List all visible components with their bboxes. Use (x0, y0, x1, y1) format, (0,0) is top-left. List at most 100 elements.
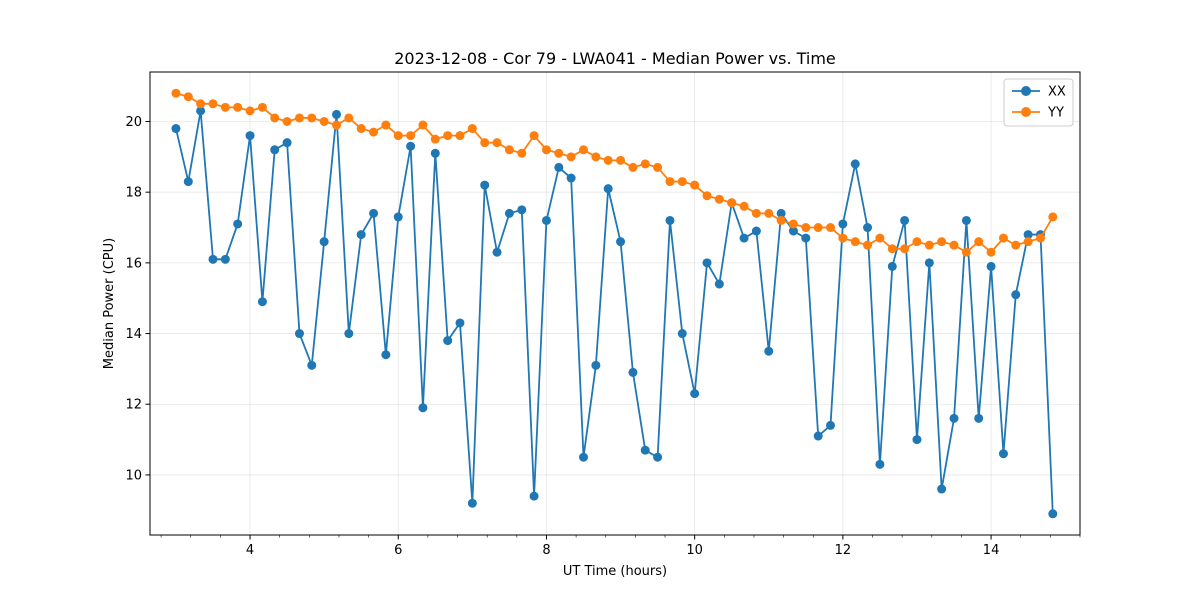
data-point-yy (714, 194, 724, 204)
data-point-xx (307, 360, 317, 370)
data-point-xx (603, 184, 613, 194)
data-point-xx (887, 261, 897, 271)
data-point-xx (1023, 230, 1033, 240)
data-point-yy (677, 177, 687, 187)
data-point-xx (751, 226, 761, 236)
data-point-yy (690, 180, 700, 190)
data-point-yy (801, 223, 811, 233)
legend-marker-yy (1021, 107, 1031, 117)
data-point-xx (776, 208, 786, 218)
data-point-yy (603, 155, 613, 165)
data-point-xx (739, 233, 749, 243)
y-tick-label: 10 (125, 468, 142, 483)
data-point-yy (319, 116, 329, 126)
data-point-yy (653, 162, 663, 172)
data-point-yy (467, 124, 477, 134)
data-point-xx (900, 215, 910, 225)
data-point-xx (344, 329, 354, 339)
data-point-yy (961, 247, 971, 257)
data-point-xx (369, 208, 379, 218)
data-point-yy (171, 88, 181, 98)
data-point-yy (443, 131, 453, 141)
data-point-yy (813, 223, 823, 233)
x-axis-title: UT Time (hours) (563, 564, 667, 579)
data-point-xx (591, 360, 601, 370)
data-point-yy (566, 152, 576, 162)
data-point-xx (541, 215, 551, 225)
data-point-xx (949, 413, 959, 423)
data-point-yy (665, 177, 675, 187)
data-point-xx (788, 226, 798, 236)
data-point-xx (443, 336, 453, 346)
y-tick-label: 18 (125, 186, 142, 201)
data-point-yy (937, 237, 947, 247)
data-point-yy (875, 233, 885, 243)
data-point-yy (270, 113, 280, 123)
data-point-xx (961, 215, 971, 225)
data-point-yy (616, 155, 626, 165)
data-point-yy (900, 244, 910, 254)
data-point-xx (257, 297, 267, 307)
data-point-yy (628, 162, 638, 172)
data-point-xx (653, 452, 663, 462)
data-point-xx (356, 230, 366, 240)
data-point-yy (974, 237, 984, 247)
data-point-xx (406, 141, 416, 151)
data-point-xx (467, 498, 477, 508)
data-point-yy (418, 120, 428, 130)
data-point-yy (591, 152, 601, 162)
x-tick-label: 14 (983, 543, 1000, 558)
data-point-yy (887, 244, 897, 254)
data-point-yy (220, 102, 230, 112)
data-point-yy (307, 113, 317, 123)
data-point-xx (850, 159, 860, 169)
data-point-yy (764, 208, 774, 218)
legend-label-yy: YY (1047, 106, 1064, 121)
data-point-yy (863, 240, 873, 250)
data-point-xx (1011, 290, 1021, 300)
y-tick-label: 12 (125, 398, 142, 413)
data-point-yy (406, 131, 416, 141)
axes: 4 6 8 10 12 14 10 12 14 16 18 20 (125, 115, 1081, 558)
data-point-yy (332, 120, 342, 130)
y-tick-label: 14 (125, 327, 142, 342)
data-point-yy (430, 134, 440, 144)
plot-frame (149, 71, 1081, 536)
data-point-yy (850, 237, 860, 247)
data-point-yy (282, 116, 292, 126)
series-xx (171, 106, 1058, 519)
data-point-xx (418, 403, 428, 413)
data-point-xx (196, 106, 206, 116)
data-point-xx (714, 279, 724, 289)
data-point-yy (727, 198, 737, 208)
data-point-xx (937, 484, 947, 494)
data-point-yy (949, 240, 959, 250)
data-point-yy (739, 201, 749, 211)
data-point-yy (504, 145, 514, 155)
data-point-yy (751, 208, 761, 218)
data-point-xx (974, 413, 984, 423)
data-point-xx (294, 329, 304, 339)
data-point-xx (924, 258, 934, 268)
data-point-yy (1011, 240, 1021, 250)
data-point-yy (480, 138, 490, 148)
y-axis-title: Median Power (CPU) (102, 238, 117, 369)
data-point-xx (912, 435, 922, 445)
data-point-xx (430, 148, 440, 158)
data-point-xx (838, 219, 848, 229)
x-tick-label: 6 (394, 543, 402, 558)
data-point-xx (183, 177, 193, 187)
legend-label-xx: XX (1048, 85, 1066, 100)
data-point-yy (245, 106, 255, 116)
legend-marker-xx (1021, 86, 1031, 96)
series-layer (171, 88, 1058, 519)
data-point-xx (554, 162, 564, 172)
data-point-yy (788, 219, 798, 229)
data-point-yy (196, 99, 206, 109)
x-tick-label: 10 (686, 543, 703, 558)
x-tick-label: 8 (542, 543, 550, 558)
data-point-xx (863, 223, 873, 233)
data-point-yy (554, 148, 564, 158)
x-tick-label: 4 (246, 543, 254, 558)
